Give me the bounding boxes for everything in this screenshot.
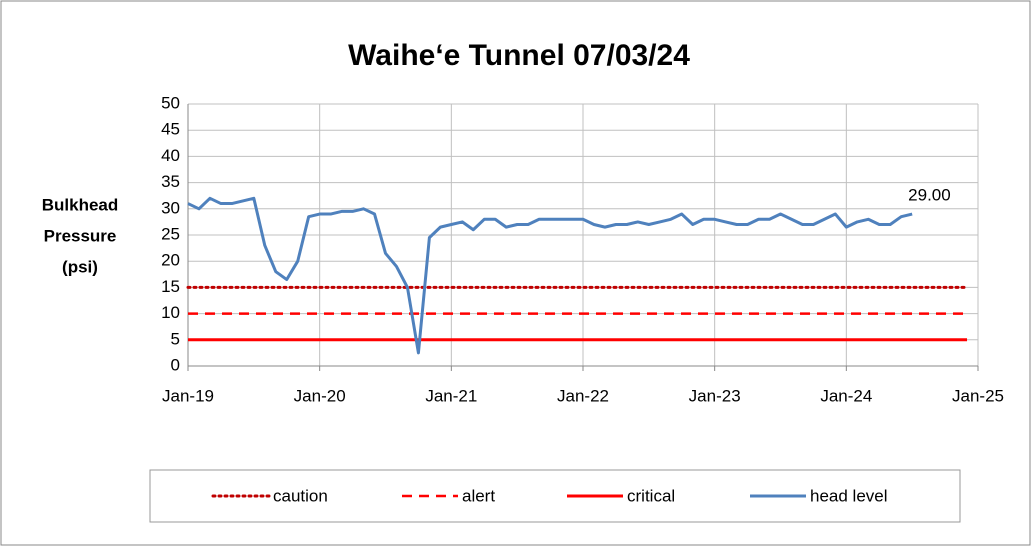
y-tick-label: 15 [161,277,180,296]
y-tick-label: 40 [161,146,180,165]
x-tick-label: Jan-25 [952,386,1004,405]
series-line [187,196,913,355]
y-tick-label: 0 [171,355,180,374]
legend-box [149,469,961,523]
chart-title: Waihe‘e Tunnel 07/03/24 [348,39,690,72]
x-tick-label: Jan-20 [294,386,346,405]
y-tick-label: 20 [161,251,180,270]
y-tick-label: 10 [161,303,180,322]
x-tick-label: Jan-19 [162,386,214,405]
x-tick-label: Jan-23 [689,386,741,405]
legend-label: critical [627,486,675,505]
y-tick-label: 50 [161,93,180,112]
x-tick-label: Jan-24 [820,386,872,405]
x-tick-label: Jan-21 [425,386,477,405]
legend-label: head level [810,486,888,505]
y-tick-label: 5 [171,329,180,348]
y-tick-label: 45 [161,120,180,139]
y-tick-label: 35 [161,172,180,191]
legend-label: alert [462,486,495,505]
x-tick-label: Jan-22 [557,386,609,405]
y-axis-label: Pressure [44,226,117,245]
legend-label: caution [273,486,328,505]
y-axis-label: (psi) [62,257,98,276]
data-label: 29.00 [908,186,951,205]
y-tick-label: 30 [161,198,180,217]
y-tick-label: 25 [161,224,180,243]
y-axis-label: Bulkhead [42,195,119,214]
